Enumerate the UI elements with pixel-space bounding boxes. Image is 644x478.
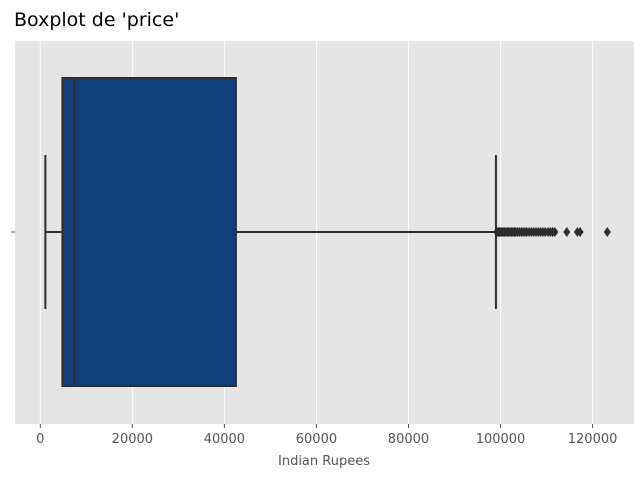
x-tick-label: 40000 [204,432,245,447]
x-tick-label: 120000 [568,432,618,447]
outlier-point [576,227,584,237]
x-tick-label: 0 [36,432,44,447]
x-tick-label: 20000 [112,432,153,447]
outlier-points [493,227,611,237]
x-tick-label: 60000 [296,432,337,447]
outlier-point [603,227,611,237]
x-axis-label: Indian Rupees [278,454,370,469]
x-tick-label: 80000 [388,432,429,447]
x-tick-label: 100000 [476,432,526,447]
outlier-point [551,227,559,237]
box-element [44,77,497,387]
chart-title: Boxplot de 'price' [14,9,179,31]
interquartile-box [61,77,237,387]
x-axis: 0 20000 40000 60000 80000 100000 120000 [11,231,618,447]
outlier-point [563,227,571,237]
